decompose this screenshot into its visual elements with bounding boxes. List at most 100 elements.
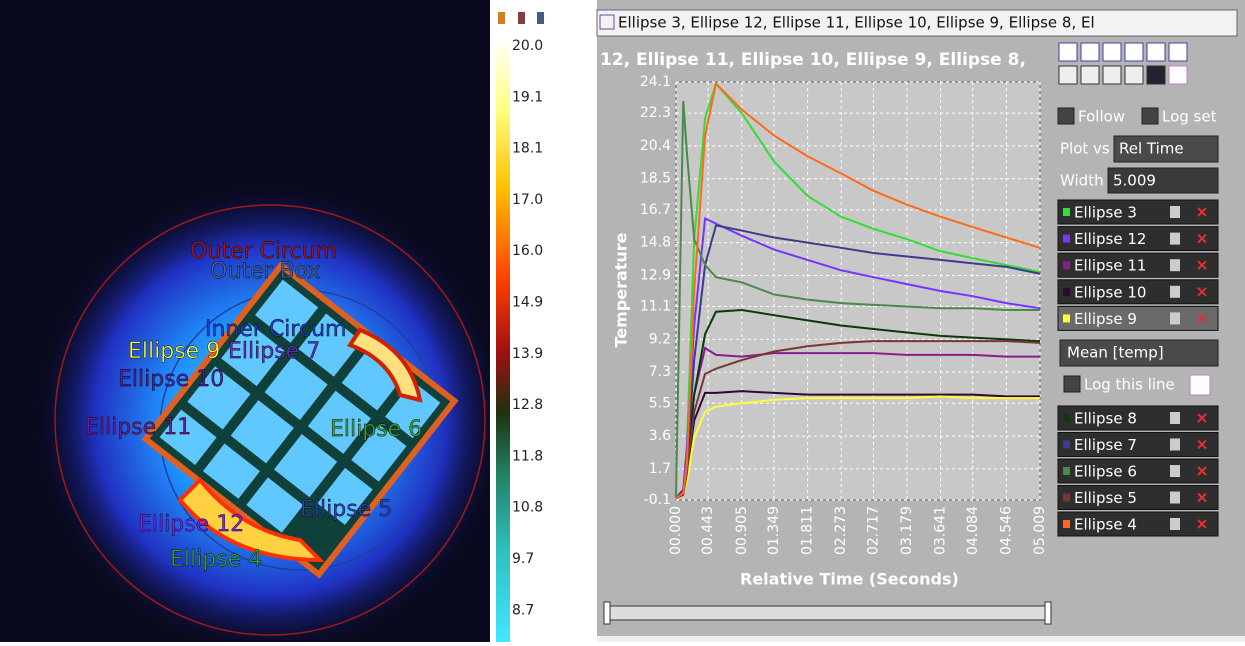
time-slider[interactable]: [606, 606, 1050, 620]
menu-icon: [1170, 259, 1180, 271]
y-tick-label: 22.3: [640, 105, 671, 121]
tool-button[interactable]: [1103, 66, 1121, 84]
grid-icon[interactable]: [1190, 375, 1210, 395]
legend-swatch: [1063, 235, 1070, 243]
y-tick-label: 16.7: [640, 202, 671, 218]
legend-swatch: [1063, 520, 1070, 528]
legend-swatch: [1063, 467, 1070, 475]
colorbar-label: 17.0: [512, 192, 543, 208]
image-label: Ellipse 5: [300, 497, 392, 522]
legend-label: Ellipse 10: [1074, 283, 1146, 301]
statistic: Mean [temp]: [1067, 344, 1164, 362]
x-tick-label: 05.009: [1032, 506, 1048, 555]
image-label: Outer Box: [210, 259, 320, 284]
y-tick-label: 3.6: [649, 428, 671, 444]
colorbar-label: 18.1: [512, 141, 543, 157]
log-line-label: Log this line: [1084, 376, 1175, 394]
colorbar-label: 14.9: [512, 295, 543, 311]
y-tick-label: 11.1: [640, 299, 671, 315]
plot-vs-value: Rel Time: [1119, 140, 1184, 158]
tool-icon: [498, 12, 505, 24]
tool-button[interactable]: [1059, 43, 1077, 61]
legend-swatch: [1063, 441, 1070, 449]
x-tick-label: 00.000: [668, 506, 684, 555]
slider-handle[interactable]: [1045, 602, 1051, 624]
width-value: 5.009: [1113, 172, 1156, 190]
x-tick-label: 03.641: [933, 506, 949, 555]
follow-label: Follow: [1078, 108, 1125, 126]
status-bar: [597, 636, 1245, 642]
colorbar-label: 13.9: [512, 346, 543, 362]
legend-label: Ellipse 3: [1074, 204, 1137, 222]
legend-label: Ellipse 6: [1074, 463, 1137, 481]
legend-swatch: [1063, 414, 1070, 422]
legend-label: Ellipse 4: [1074, 516, 1137, 534]
menu-icon: [1170, 412, 1180, 424]
image-label: Ellipse 12: [138, 512, 244, 537]
tool-button[interactable]: [1147, 43, 1165, 61]
y-tick-label: 20.4: [640, 138, 671, 154]
tool-button[interactable]: [1169, 66, 1187, 84]
legend-label: Ellipse 11: [1074, 257, 1146, 275]
y-tick-label: 9.2: [649, 331, 671, 347]
tool-icon: [537, 12, 544, 24]
log-set-label: Log set: [1162, 108, 1217, 126]
colorbar-label: 12.8: [512, 397, 543, 413]
image-label: Ellipse 7: [228, 339, 320, 364]
tool-button[interactable]: [1059, 66, 1077, 84]
legend-label: Ellipse 5: [1074, 489, 1137, 507]
y-tick-label: 18.5: [640, 171, 671, 187]
legend-label: Ellipse 9: [1074, 310, 1137, 328]
tool-button[interactable]: [1081, 66, 1099, 84]
y-tick-label: -0.1: [644, 492, 671, 508]
tool-button[interactable]: [1169, 43, 1187, 61]
plot-area: [676, 82, 1040, 500]
menu-icon: [1170, 286, 1180, 298]
checkbox[interactable]: [1058, 108, 1074, 124]
colorbar-label: 19.1: [512, 89, 543, 105]
menu-icon: [1170, 492, 1180, 504]
tool-button[interactable]: [1103, 43, 1121, 61]
colorbar-label: 11.8: [512, 448, 543, 464]
tool-button[interactable]: [1081, 43, 1099, 61]
x-tick-label: 03.179: [899, 506, 915, 555]
image-label: Ellipse 6: [330, 417, 422, 442]
menu-icon: [1170, 312, 1180, 324]
colorbar-label: 8.7: [512, 602, 534, 618]
menu-icon: [1170, 233, 1180, 245]
x-tick-label: 02.717: [865, 506, 881, 555]
checkbox[interactable]: [1064, 376, 1080, 392]
slider-handle[interactable]: [604, 602, 610, 624]
tab-title: Ellipse 3, Ellipse 12, Ellipse 11, Ellip…: [618, 14, 1095, 32]
checkbox[interactable]: [1142, 108, 1158, 124]
legend-label: Ellipse 8: [1074, 410, 1137, 428]
y-tick-label: 5.5: [649, 395, 671, 411]
image-label: Ellipse 4: [170, 547, 262, 572]
legend-swatch: [1063, 261, 1070, 269]
tool-button[interactable]: [1125, 43, 1143, 61]
tool-button[interactable]: [1125, 66, 1143, 84]
x-tick-label: 01.811: [800, 506, 816, 555]
image-label: Ellipse 9: [128, 339, 220, 364]
y-tick-label: 7.3: [649, 364, 671, 380]
legend-swatch: [1063, 494, 1070, 502]
legend-swatch: [1063, 208, 1070, 216]
page: Outer CircumOuter BoxInner CircumEllipse…: [0, 0, 1245, 642]
colorbar-label: 9.7: [512, 551, 534, 567]
y-tick-label: 24.1: [640, 74, 671, 90]
x-tick-label: 00.905: [734, 506, 750, 555]
y-tick-label: 12.9: [640, 267, 671, 283]
screen: Outer CircumOuter BoxInner CircumEllipse…: [0, 0, 1245, 642]
plot-vs-label: Plot vs: [1060, 140, 1110, 158]
x-tick-label: 00.443: [700, 506, 716, 555]
image-label: Ellipse 11: [85, 415, 191, 440]
tool-button[interactable]: [1147, 66, 1165, 84]
legend-label: Ellipse 12: [1074, 230, 1146, 248]
y-axis-label: Temperature: [612, 232, 631, 347]
y-tick-label: 1.7: [649, 461, 671, 477]
menu-icon: [1170, 439, 1180, 451]
chart-title: 12, Ellipse 11, Ellipse 10, Ellipse 9, E…: [600, 50, 1026, 70]
legend-swatch: [1063, 314, 1070, 322]
legend-swatch: [1063, 288, 1070, 296]
legend-label: Ellipse 7: [1074, 436, 1137, 454]
